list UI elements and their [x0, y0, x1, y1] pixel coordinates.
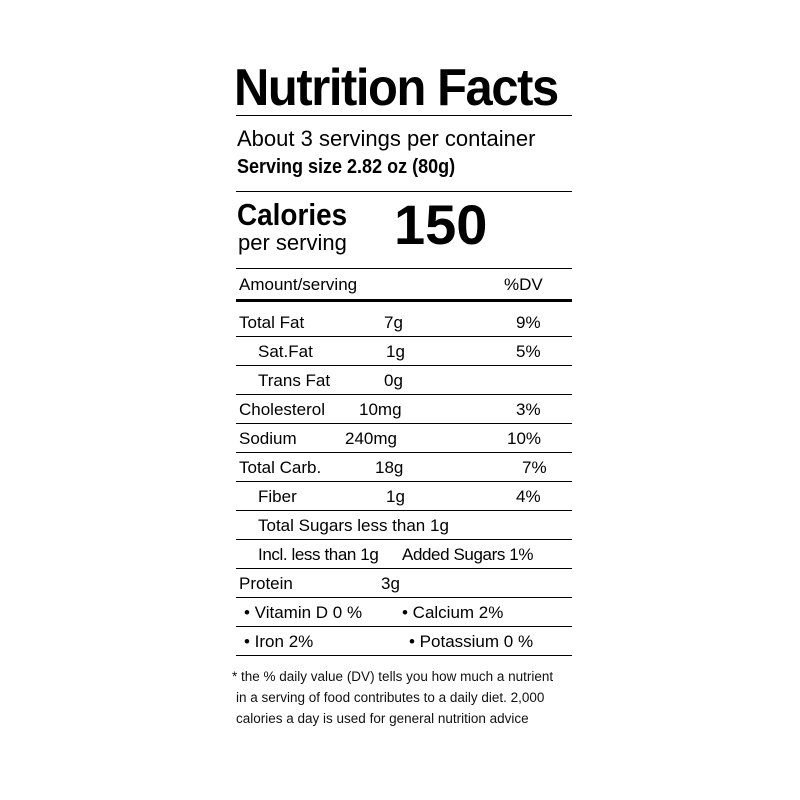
table-row: Total Carb. 18g 7% — [234, 453, 572, 482]
row-divider — [236, 365, 572, 366]
label-title: Nutrition Facts — [234, 59, 559, 117]
nutrient-name: Trans Fat — [258, 371, 331, 390]
table-row: Total Sugars less than 1g — [234, 511, 572, 540]
nutrient-name: Total Carb. — [239, 458, 322, 477]
nutrient-dv: 4% — [516, 487, 541, 506]
nutrient-amount: 1g — [386, 487, 405, 506]
nutrient-name: Sodium — [239, 429, 297, 448]
header-thick-divider — [236, 299, 572, 302]
row-divider — [236, 597, 572, 598]
nutrient-dv: 3% — [516, 400, 541, 419]
nutrient-name: Incl. less than 1g — [258, 545, 379, 564]
added-sugars: Added Sugars 1% — [402, 545, 534, 564]
table-row: • Iron 2% • Potassium 0 % — [234, 627, 572, 656]
iron: • Iron 2% — [244, 632, 314, 651]
row-divider — [236, 539, 572, 540]
table-row: Fiber 1g 4% — [234, 482, 572, 511]
table-row: Sodium 240mg 10% — [234, 424, 572, 453]
nutrient-name: Total Fat — [239, 313, 305, 332]
nutrient-name: Fiber — [258, 487, 297, 506]
vitamin-d: • Vitamin D 0 % — [244, 603, 363, 622]
footnote-line: in a serving of food contributes to a da… — [236, 690, 545, 705]
row-divider — [236, 336, 572, 337]
table-row: Incl. less than 1g Added Sugars 1% — [234, 540, 572, 569]
nutrient-name: Protein — [239, 574, 293, 593]
nutrient-dv: 10% — [507, 429, 542, 448]
row-divider — [236, 394, 572, 395]
potassium: • Potassium 0 % — [409, 632, 534, 651]
servings-per-container: About 3 servings per container — [237, 126, 536, 151]
table-row: Protein 3g — [234, 569, 572, 598]
row-divider — [236, 452, 572, 453]
table-row: Trans Fat 0g — [234, 366, 572, 395]
calories-value: 150 — [394, 193, 488, 256]
footnote-line: * the % daily value (DV) tells you how m… — [232, 669, 554, 684]
header-dv: %DV — [504, 275, 543, 294]
row-divider — [236, 510, 572, 511]
table-row: • Vitamin D 0 % • Calcium 2% — [234, 598, 572, 627]
table-row: Total Fat 7g 9% — [234, 308, 572, 337]
nutrient-amount: 240mg — [345, 429, 397, 448]
nutrient-dv: 5% — [516, 342, 541, 361]
row-divider — [236, 626, 572, 627]
table-row: Sat.Fat 1g 5% — [234, 337, 572, 366]
nutrient-dv: 9% — [516, 313, 541, 332]
row-divider — [236, 423, 572, 424]
nutrient-amount: 3g — [381, 574, 400, 593]
header-amount: Amount/serving — [239, 275, 358, 294]
nutrient-name: Cholesterol — [239, 400, 325, 419]
nutrient-name: Total Sugars less than 1g — [258, 516, 449, 535]
nutrient-amount: 18g — [375, 458, 404, 477]
title-divider — [236, 115, 572, 116]
nutrient-amount: 10mg — [359, 400, 402, 419]
nutrient-dv: 7% — [522, 458, 547, 477]
nutrient-amount: 0g — [384, 371, 403, 390]
calories-divider — [236, 268, 572, 269]
nutrient-amount: 1g — [386, 342, 405, 361]
nutrient-name: Sat.Fat — [258, 342, 313, 361]
nutrient-amount: 7g — [384, 313, 403, 332]
calcium: • Calcium 2% — [402, 603, 504, 622]
row-divider — [236, 481, 572, 482]
footnote: * the % daily value (DV) tells you how m… — [232, 666, 592, 729]
row-divider — [236, 568, 572, 569]
calories-label: Calories — [237, 197, 348, 232]
footnote-line: calories a day is used for general nutri… — [236, 711, 529, 726]
calories-sublabel: per serving — [238, 230, 347, 255]
row-divider — [236, 655, 572, 656]
serving-divider — [236, 191, 572, 192]
table-row: Cholesterol 10mg 3% — [234, 395, 572, 424]
serving-size: Serving size 2.82 oz (80g) — [237, 156, 456, 178]
